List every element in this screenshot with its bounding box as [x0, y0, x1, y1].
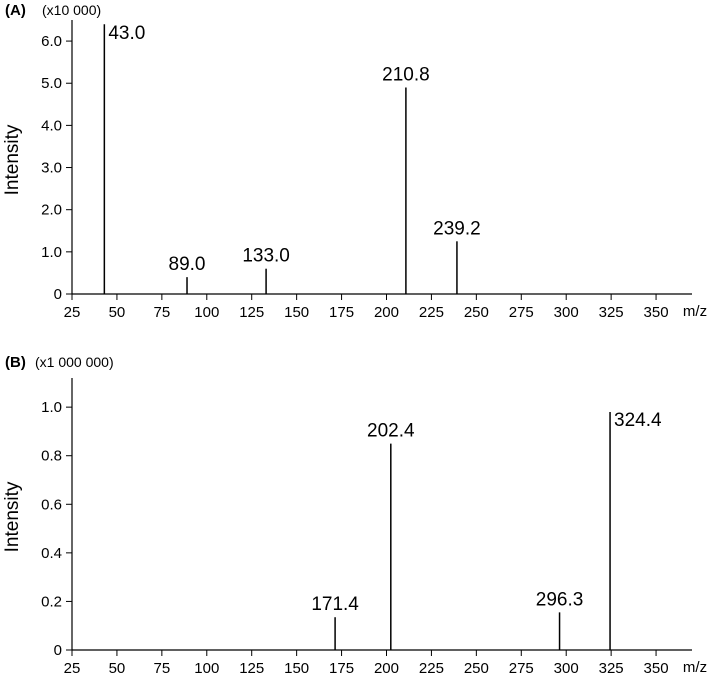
- y-tick-label-a: 0: [54, 286, 62, 303]
- y-tick-label-a: 3.0: [41, 160, 62, 177]
- scale-note-a: (x10 000): [42, 2, 101, 18]
- y-tick-label-b: 0.2: [41, 593, 62, 610]
- y-tick-label-a: 6.0: [41, 33, 62, 50]
- y-tick-label-b: 0.6: [41, 496, 62, 513]
- y-axis-title-a: Intensity: [2, 124, 23, 195]
- peak-label-a: 239.2: [433, 218, 481, 239]
- x-tick-label-b: 50: [109, 660, 126, 677]
- x-tick-label-a: 175: [329, 304, 354, 321]
- x-tick-label-a: 100: [194, 304, 219, 321]
- x-tick-label-b: 225: [419, 660, 444, 677]
- x-tick-label-b: 75: [154, 660, 171, 677]
- y-tick-label-a: 2.0: [41, 202, 62, 219]
- x-tick-label-b: 325: [599, 660, 624, 677]
- x-tick-label-b: 175: [329, 660, 354, 677]
- y-tick-label-b: 0: [54, 642, 62, 659]
- x-tick-label-a: 50: [109, 304, 126, 321]
- x-tick-label-b: 200: [374, 660, 399, 677]
- y-axis-title-b: Intensity: [2, 481, 23, 552]
- x-tick-label-b: 250: [464, 660, 489, 677]
- x-tick-label-b: 350: [644, 660, 669, 677]
- x-tick-label-a: 75: [154, 304, 171, 321]
- x-tick-label-a: 200: [374, 304, 399, 321]
- peak-label-a: 43.0: [108, 23, 145, 44]
- x-tick-label-b: 300: [554, 660, 579, 677]
- peak-label-a: 210.8: [382, 64, 430, 85]
- y-tick-label-a: 1.0: [41, 244, 62, 261]
- x-tick-label-b: 125: [239, 660, 264, 677]
- panel-label-a: (A): [5, 2, 26, 19]
- panel-label-b: (B): [5, 354, 26, 371]
- x-tick-label-a: 325: [599, 304, 624, 321]
- x-axis-title-b: m/z: [683, 659, 707, 676]
- peak-label-b: 171.4: [311, 594, 359, 615]
- x-axis-title-a: m/z: [683, 303, 707, 320]
- x-tick-label-b: 275: [509, 660, 534, 677]
- x-tick-label-a: 125: [239, 304, 264, 321]
- peak-label-b: 202.4: [367, 421, 415, 442]
- x-tick-label-b: 150: [284, 660, 309, 677]
- y-tick-label-a: 4.0: [41, 117, 62, 134]
- x-tick-label-a: 300: [554, 304, 579, 321]
- x-tick-label-b: 25: [64, 660, 81, 677]
- x-tick-label-b: 100: [194, 660, 219, 677]
- y-tick-label-b: 1.0: [41, 399, 62, 416]
- peak-label-a: 133.0: [242, 246, 290, 267]
- x-tick-label-a: 25: [64, 304, 81, 321]
- x-tick-label-a: 275: [509, 304, 534, 321]
- scale-note-b: (x1 000 000): [35, 354, 114, 370]
- x-tick-label-a: 350: [644, 304, 669, 321]
- x-tick-label-a: 250: [464, 304, 489, 321]
- y-tick-label-b: 0.8: [41, 448, 62, 465]
- peak-label-a: 89.0: [169, 254, 206, 275]
- x-tick-label-a: 150: [284, 304, 309, 321]
- x-tick-label-a: 225: [419, 304, 444, 321]
- y-tick-label-a: 5.0: [41, 75, 62, 92]
- peak-label-b: 296.3: [536, 589, 584, 610]
- y-tick-label-b: 0.4: [41, 545, 62, 562]
- peak-label-b: 324.4: [614, 410, 662, 431]
